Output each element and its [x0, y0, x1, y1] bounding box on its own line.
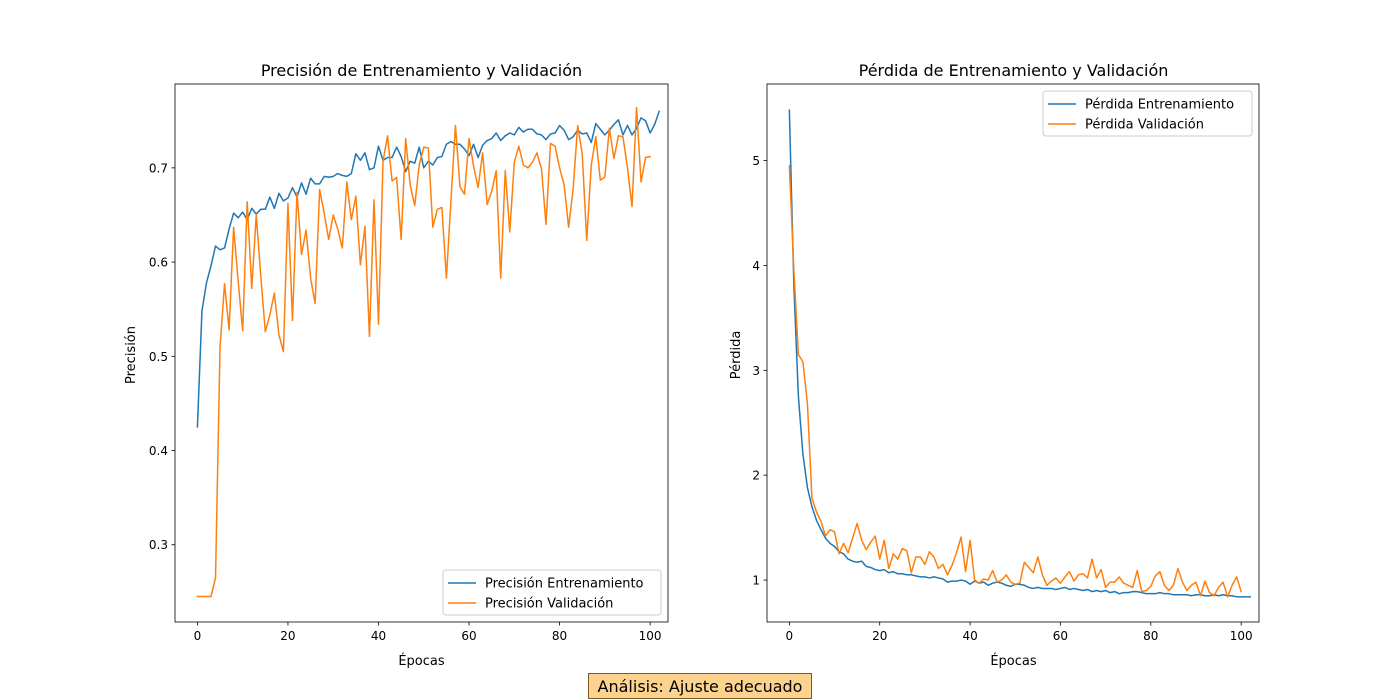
accuracy-chart: Precisión de Entrenamiento y Validación … — [124, 61, 669, 669]
chart-title: Pérdida de Entrenamiento y Validación — [859, 61, 1169, 80]
y-tick-label: 0.6 — [149, 256, 168, 270]
chart-title: Precisión de Entrenamiento y Validación — [261, 61, 582, 80]
x-tick-label: 100 — [639, 629, 662, 643]
x-tick-label: 100 — [1230, 629, 1253, 643]
y-axis-label: Precisión — [124, 326, 139, 384]
x-tick-label: 60 — [1053, 629, 1068, 643]
legend-entry: Precisión Entrenamiento — [485, 577, 644, 592]
x-tick-label: 40 — [962, 629, 977, 643]
x-tick-label: 20 — [872, 629, 887, 643]
x-tick-label: 0 — [194, 629, 202, 643]
y-tick-label: 0.4 — [149, 444, 168, 458]
x-tick-label: 20 — [280, 629, 295, 643]
x-tick-label: 80 — [552, 629, 567, 643]
x-axis-label: Épocas — [990, 653, 1037, 669]
y-tick-label: 4 — [752, 259, 760, 273]
series-line-training — [788, 109, 1251, 598]
plot-frame — [766, 83, 1260, 623]
series-line-training — [196, 110, 661, 428]
x-tick-label: 60 — [461, 629, 476, 643]
legend-entry: Pérdida Entrenamiento — [1085, 98, 1234, 113]
x-tick-label: 0 — [786, 629, 794, 643]
legend: Precisión Entrenamiento Precisión Validac… — [442, 569, 662, 616]
y-tick-label: 1 — [752, 574, 760, 588]
x-tick-label: 40 — [371, 629, 386, 643]
x-tick-label: 80 — [1143, 629, 1158, 643]
x-axis-label: Épocas — [398, 653, 445, 669]
legend-entry: Precisión Validación — [485, 597, 613, 612]
analysis-label: Análisis: Ajuste adecuado — [588, 673, 812, 699]
series-line-validation — [788, 165, 1243, 598]
legend-entry: Pérdida Validación — [1085, 118, 1204, 133]
legend-box — [442, 569, 662, 616]
y-tick-label: 0.7 — [149, 161, 168, 175]
y-tick-label: 5 — [752, 154, 760, 168]
loss-chart: Pérdida de Entrenamiento y Validación 0 2… — [729, 61, 1260, 669]
y-tick-label: 3 — [752, 364, 760, 378]
y-axis-label: Pérdida — [729, 331, 744, 380]
y-tick-label: 2 — [752, 469, 760, 483]
series-line-validation — [196, 106, 652, 598]
y-tick-label: 0.3 — [149, 538, 168, 552]
y-tick-label: 0.5 — [149, 350, 168, 364]
legend-box — [1042, 90, 1253, 137]
legend: Pérdida Entrenamiento Pérdida Validación — [1042, 90, 1253, 137]
plot-frame — [174, 83, 669, 623]
